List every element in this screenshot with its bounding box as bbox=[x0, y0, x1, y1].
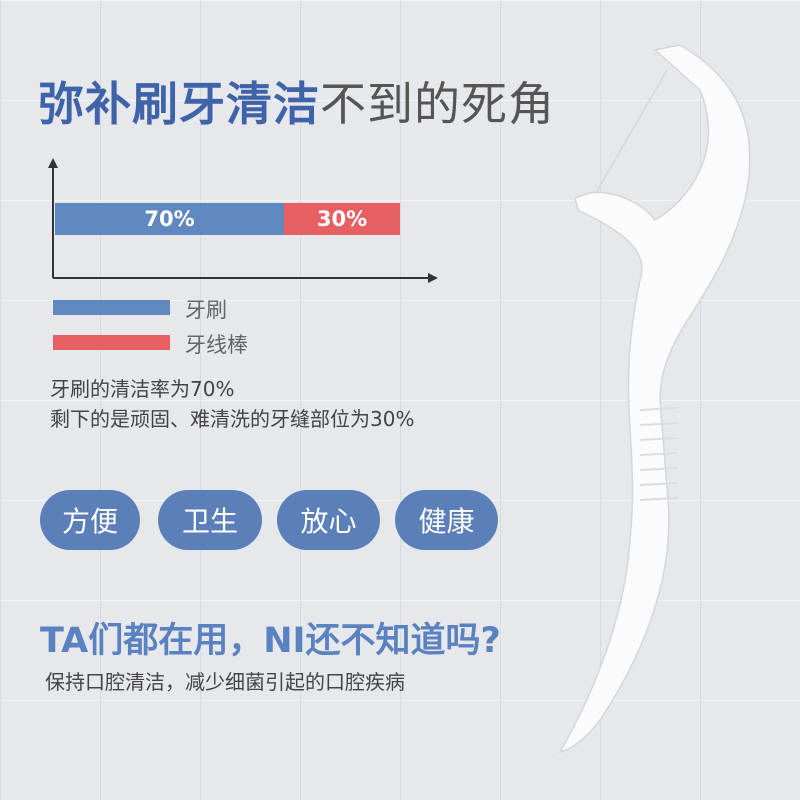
bar-floss-pick: 30% bbox=[284, 203, 400, 235]
title-rest: 不到的死角 bbox=[320, 77, 555, 131]
floss-pick-image bbox=[558, 44, 751, 754]
title-highlight: 弥补刷牙清洁 bbox=[38, 77, 320, 131]
subline: 保持口腔清洁，减少细菌引起的口腔疾病 bbox=[45, 670, 405, 694]
page-title: 弥补刷牙清洁不到的死角 bbox=[38, 68, 555, 134]
legend-swatch-toothbrush bbox=[53, 300, 170, 315]
bar-toothbrush: 70% bbox=[55, 203, 284, 235]
legend-label-floss: 牙线棒 bbox=[185, 333, 248, 357]
description-line: 牙刷的清洁率为70% bbox=[50, 377, 235, 401]
legend-swatch-floss bbox=[53, 335, 170, 350]
feature-pill: 卫生 bbox=[158, 490, 262, 550]
feature-pill: 方便 bbox=[40, 490, 140, 550]
description-line: 剩下的是顽固、难清洗的牙缝部位为30% bbox=[50, 407, 415, 431]
y-axis-arrow bbox=[48, 158, 58, 168]
legend-label-toothbrush: 牙刷 bbox=[185, 298, 227, 322]
x-axis-arrow bbox=[428, 273, 438, 283]
headline: TA们都在用，NI还不知道吗? bbox=[40, 621, 501, 661]
feature-pill: 健康 bbox=[395, 490, 498, 550]
feature-pill: 放心 bbox=[277, 490, 380, 550]
